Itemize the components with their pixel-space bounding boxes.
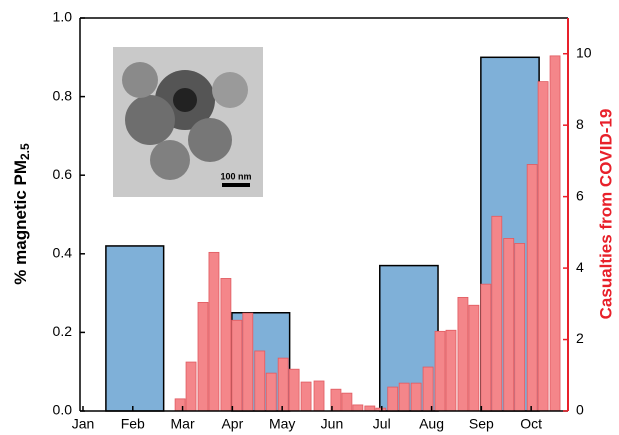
x-tick-label: Aug: [419, 416, 444, 432]
casualty-bar: [514, 243, 526, 412]
casualty-bar: [208, 251, 220, 412]
y2-tick-label: 2: [576, 330, 584, 346]
casualty-bar: [468, 304, 480, 412]
casualty-bar: [231, 319, 243, 412]
y2-tick-label: 8: [576, 116, 584, 132]
casualty-bar: [288, 368, 300, 412]
y-tick-label: 0.2: [53, 323, 73, 339]
x-tick-label: Jul: [373, 416, 391, 432]
casualty-bar: [313, 380, 325, 412]
scale-bar-label: 100 nm: [220, 171, 251, 181]
y-tick-label: 1.0: [53, 9, 73, 25]
inset-image: 100 nm: [113, 47, 263, 197]
casualty-bar: [422, 366, 434, 412]
casualty-bar: [480, 283, 492, 412]
x-tick-label: Apr: [221, 416, 243, 432]
x-tick-label: Mar: [171, 416, 195, 432]
casualty-bar: [185, 361, 197, 412]
casualty-bar: [352, 404, 364, 412]
casualty-bar: [398, 382, 410, 412]
casualty-bar: [549, 55, 561, 412]
y2-tick-label: 4: [576, 259, 584, 275]
y2-tick-label: 6: [576, 187, 584, 203]
casualty-bar: [445, 329, 457, 412]
x-tick-label: Jan: [72, 416, 95, 432]
y2-tick-label: 10: [576, 44, 592, 60]
casualty-bar: [434, 330, 446, 412]
pm-bar: [105, 245, 165, 412]
casualty-bar: [254, 350, 266, 412]
x-tick-label: Jun: [321, 416, 344, 432]
y2-tick-label: 0: [576, 402, 584, 418]
casualty-bar: [410, 382, 422, 412]
casualty-bar: [526, 164, 538, 412]
x-tick-label: Feb: [121, 416, 145, 432]
x-tick-label: Oct: [520, 416, 542, 432]
casualty-bar: [537, 81, 549, 412]
casualty-bar: [300, 381, 312, 412]
casualty-bar: [197, 301, 209, 412]
y-tick-label: 0.0: [53, 402, 73, 418]
casualty-bar: [174, 398, 186, 412]
casualty-bar: [242, 312, 254, 412]
casualty-bar: [277, 357, 289, 412]
y-tick-label: 0.4: [53, 245, 73, 261]
x-tick-label: Sep: [469, 416, 494, 432]
casualty-bar: [265, 372, 277, 412]
y-tick-label: 0.8: [53, 87, 73, 103]
casualty-bar: [341, 392, 353, 412]
x-tick-label: May: [269, 416, 295, 432]
casualty-bar: [457, 296, 469, 412]
casualty-bar: [387, 386, 399, 412]
y-axis-label-main: % magnetic PM: [11, 160, 30, 285]
y-axis-label-subscript: 2.5: [18, 143, 32, 160]
y-tick-label: 0.6: [53, 166, 73, 182]
casualty-bar: [491, 215, 503, 412]
casualty-bar: [220, 278, 232, 412]
casualty-bar: [503, 238, 515, 412]
casualty-bar: [364, 405, 376, 412]
y-axis-label: % magnetic PM2.5: [11, 143, 32, 285]
y2-axis-label: Casualties from COVID-19: [596, 109, 615, 320]
